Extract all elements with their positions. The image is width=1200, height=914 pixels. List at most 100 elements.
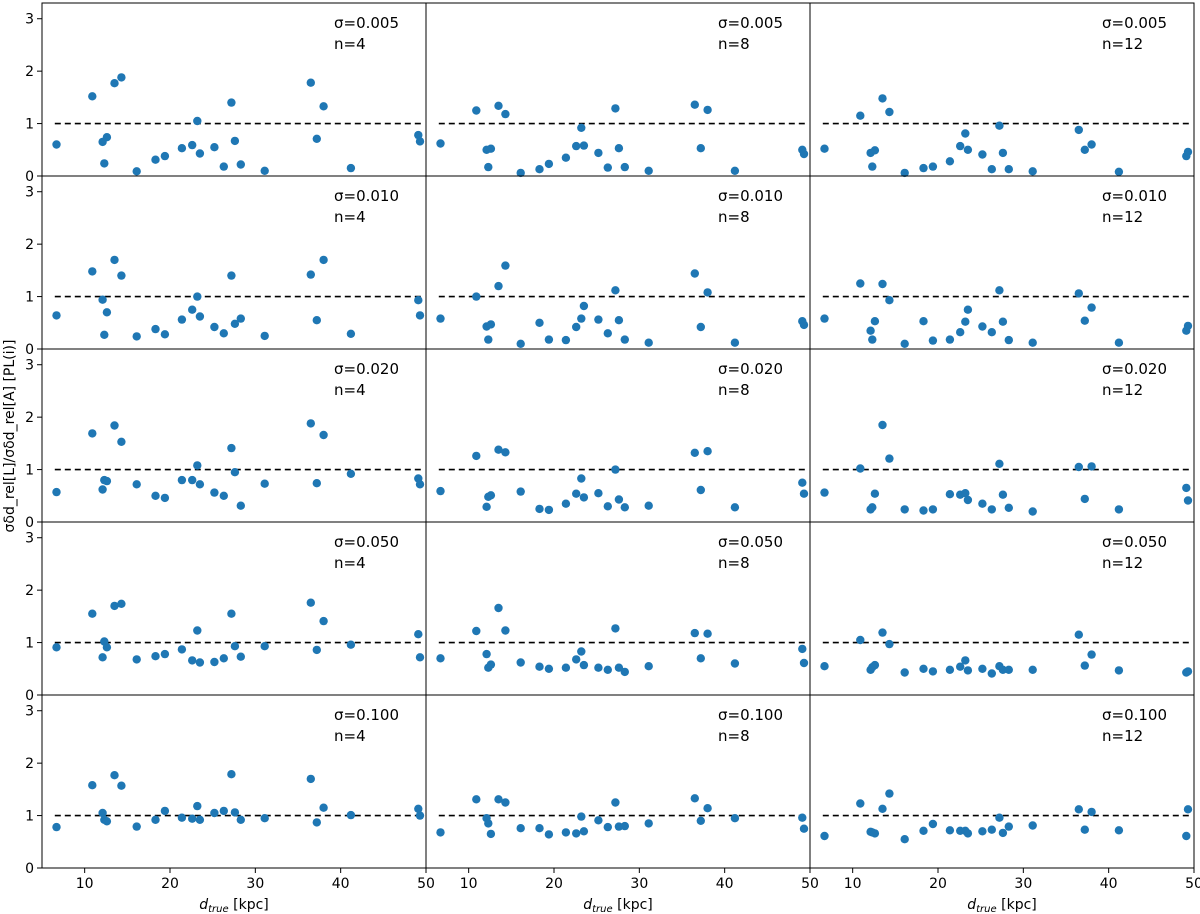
data-point	[900, 339, 909, 348]
data-point	[346, 469, 356, 478]
data-point	[1183, 667, 1193, 676]
data-point	[1028, 665, 1037, 674]
data-point	[961, 317, 970, 326]
data-point	[820, 314, 829, 323]
data-point	[594, 315, 603, 324]
data-point	[900, 835, 909, 844]
n-annotation: n=8	[718, 554, 750, 572]
data-point	[1114, 167, 1124, 176]
data-point	[1004, 665, 1013, 674]
data-point	[472, 106, 481, 115]
data-point	[868, 162, 877, 171]
data-point	[100, 330, 109, 339]
panel-r5-c2: σ=0.100 n=8 10 20 30 40 50	[425, 694, 819, 892]
data-point	[177, 645, 187, 654]
data-point	[798, 478, 807, 487]
data-point	[516, 658, 525, 667]
data-point	[614, 663, 624, 672]
x-tick-label: 10	[844, 876, 862, 892]
y-tick-label: 1	[25, 290, 34, 306]
data-point	[132, 480, 141, 489]
data-point	[987, 505, 996, 514]
data-point	[472, 292, 481, 301]
data-point	[978, 664, 987, 673]
data-point	[603, 163, 612, 172]
data-point	[177, 813, 187, 822]
data-point	[919, 317, 928, 326]
data-point	[644, 501, 653, 510]
data-point	[703, 447, 712, 456]
data-point	[900, 168, 909, 178]
data-point	[193, 801, 202, 811]
panel-r3-c3: σ=0.020 n=12	[809, 348, 1195, 523]
data-point	[132, 822, 141, 831]
data-point	[961, 489, 970, 498]
data-point	[690, 794, 699, 803]
data-point	[151, 155, 160, 164]
data-point	[945, 490, 955, 499]
data-point	[414, 630, 423, 639]
data-point	[870, 829, 880, 838]
x-axis-labels: dtrue [kpc] dtrue [kpc] dtrue [kpc]	[199, 897, 1037, 914]
data-point	[102, 476, 112, 486]
sigma-annotation: σ=0.005	[1102, 14, 1167, 32]
data-point	[494, 281, 503, 291]
data-point	[88, 429, 97, 438]
data-point	[415, 480, 425, 489]
sigma-annotation: σ=0.050	[718, 533, 783, 551]
data-point	[494, 445, 503, 454]
data-point	[690, 269, 699, 278]
n-annotation: n=8	[718, 381, 750, 399]
data-point	[501, 798, 510, 807]
data-point	[1087, 650, 1096, 659]
data-point	[486, 660, 496, 669]
data-point	[1183, 496, 1193, 505]
data-point	[260, 479, 269, 488]
data-point	[319, 255, 328, 265]
data-point	[160, 493, 170, 503]
data-point	[195, 312, 205, 321]
data-point	[878, 420, 887, 430]
data-point	[956, 662, 965, 671]
data-point	[856, 111, 865, 120]
data-point	[88, 267, 97, 276]
data-point	[696, 654, 705, 663]
data-point	[1004, 335, 1013, 345]
data-point	[117, 271, 126, 280]
y-tick-label: 2	[25, 583, 34, 599]
sigma-annotation: σ=0.100	[334, 706, 399, 724]
data-point	[703, 629, 712, 638]
n-annotation: n=12	[1102, 727, 1143, 745]
data-point	[594, 489, 603, 498]
data-point	[900, 505, 909, 514]
data-point	[885, 107, 894, 117]
n-annotation: n=12	[1102, 554, 1143, 572]
data-point	[1114, 338, 1124, 347]
data-point	[878, 94, 887, 103]
data-point	[102, 308, 112, 317]
data-point	[690, 100, 699, 109]
data-point	[535, 165, 544, 174]
data-point	[195, 815, 205, 824]
data-point	[312, 479, 321, 488]
data-point	[945, 826, 955, 835]
data-point	[956, 328, 965, 337]
data-point	[1028, 338, 1037, 347]
n-annotation: n=12	[1102, 208, 1143, 226]
panel-r4-c1: σ=0.050 n=4 0 1 2 3	[25, 521, 427, 704]
data-point	[1087, 303, 1096, 312]
data-point	[614, 144, 624, 153]
data-point	[856, 279, 865, 288]
x-tick-label: 50	[801, 876, 819, 892]
data-point	[1080, 145, 1090, 154]
sigma-annotation: σ=0.020	[718, 360, 783, 378]
data-point	[945, 665, 955, 674]
data-point	[484, 819, 493, 828]
data-point	[644, 338, 653, 347]
x-label-subscript: true	[208, 904, 229, 914]
data-point	[160, 151, 170, 161]
data-point	[88, 609, 97, 618]
data-point	[561, 828, 571, 837]
x-label-main: d	[583, 897, 592, 913]
data-point	[110, 79, 119, 88]
